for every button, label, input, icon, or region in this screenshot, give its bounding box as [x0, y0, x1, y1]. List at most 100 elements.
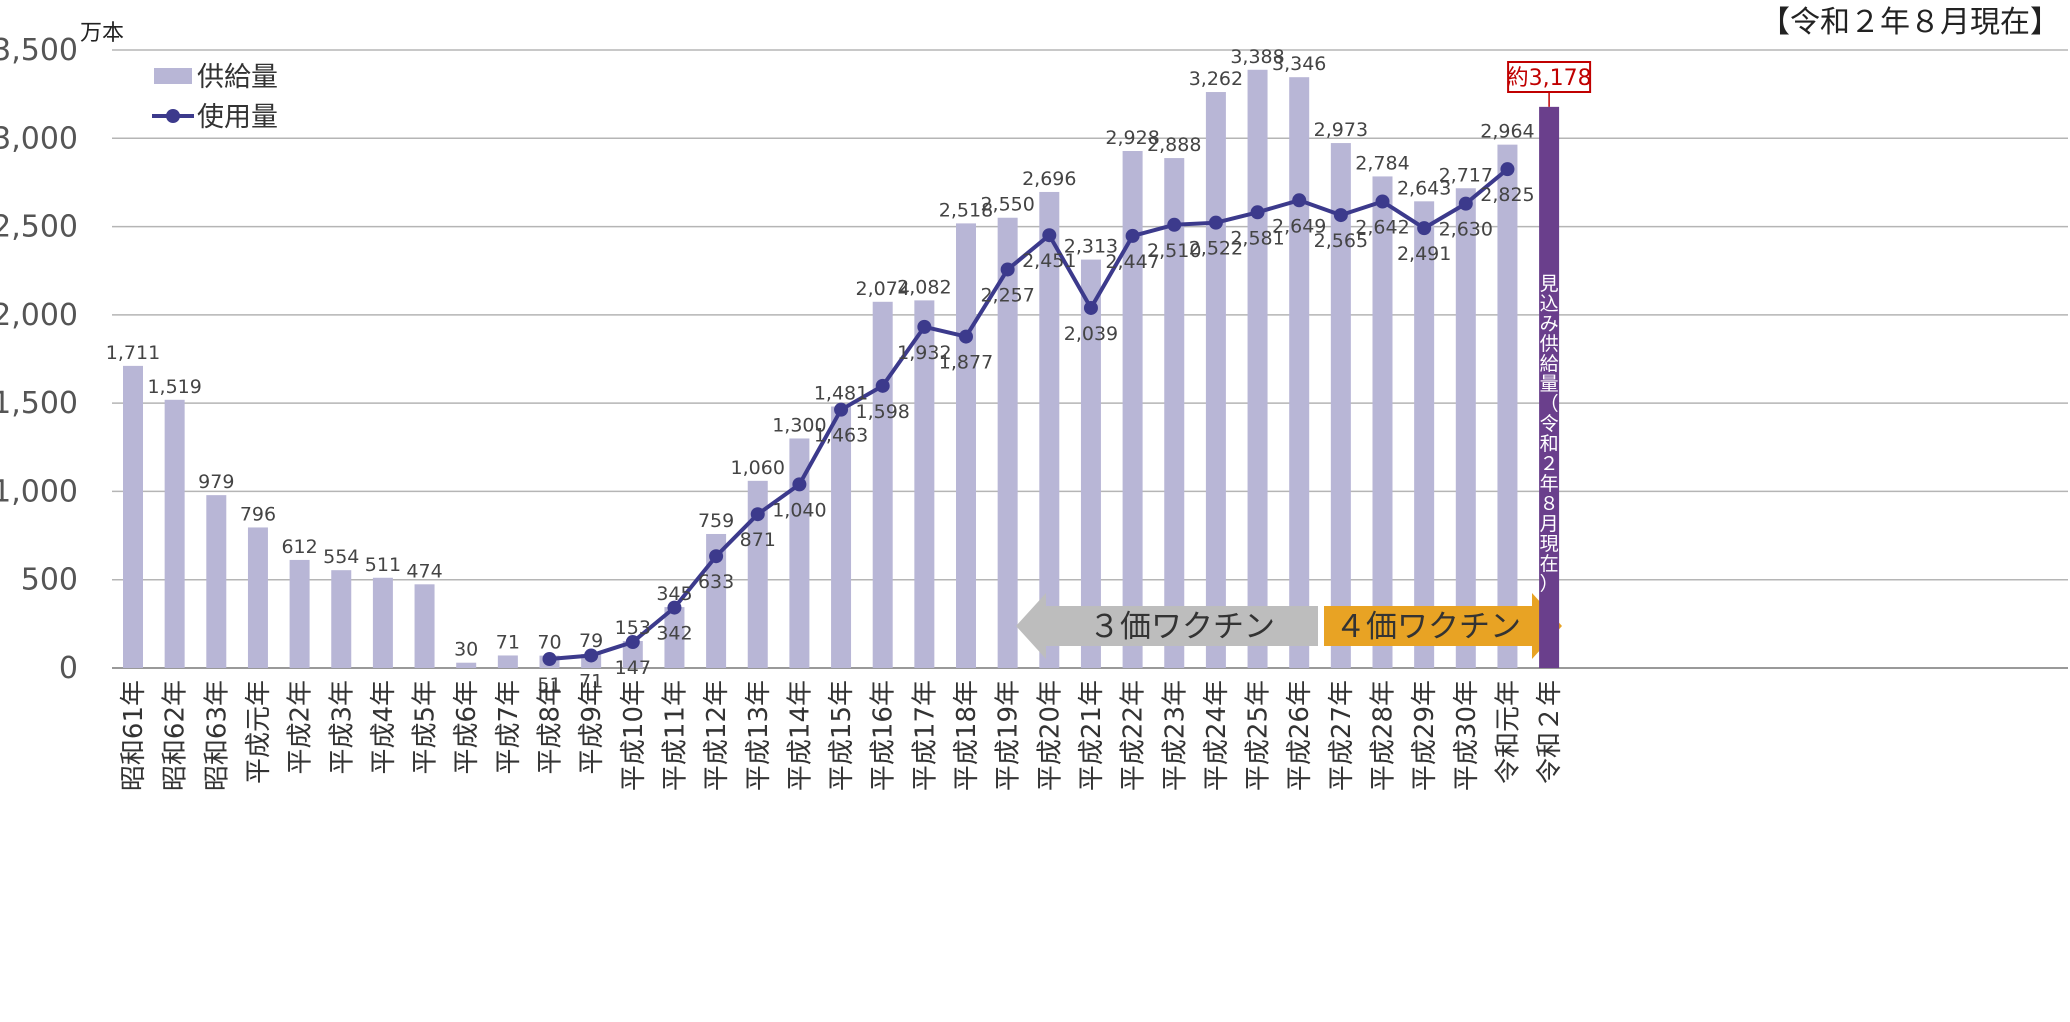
x-tick-label: 平成10年 — [619, 680, 649, 791]
x-tick-label: 平成2年 — [286, 680, 316, 775]
quadrivalent-arrow-label: ４価ワクチン — [1335, 609, 1521, 645]
x-tick-label: 平成23年 — [1160, 680, 1190, 791]
x-tick-label: 平成5年 — [411, 680, 441, 775]
usage-value-label: 1,040 — [772, 499, 826, 521]
usage-value-label: 2,581 — [1230, 227, 1284, 249]
x-tick-label: 平成16年 — [869, 680, 899, 791]
y-axis-unit: 万本 — [80, 21, 124, 46]
legend-usage-label: 使用量 — [197, 102, 278, 133]
x-tick-label: 平成22年 — [1119, 680, 1149, 791]
usage-value-label: 2,630 — [1439, 219, 1493, 241]
supply-bar — [456, 662, 477, 668]
supply-value-label: 1,519 — [147, 376, 201, 398]
usage-marker — [625, 635, 640, 650]
projection-vertical-char: 量 — [1540, 373, 1559, 395]
supply-value-label: 1,060 — [731, 457, 785, 479]
y-tick-label: 0 — [59, 651, 78, 686]
supply-bar — [247, 527, 268, 668]
supply-bar — [164, 399, 185, 668]
supply-bar — [956, 223, 976, 669]
usage-value-label: 633 — [698, 571, 734, 593]
x-tick-label: 平成8年 — [536, 680, 566, 775]
x-tick-label: 平成14年 — [785, 680, 815, 791]
x-tick-label: 平成25年 — [1244, 680, 1274, 791]
x-tick-label: 昭和61年 — [119, 680, 149, 791]
usage-marker — [1000, 262, 1015, 277]
supply-value-label: 2,643 — [1397, 177, 1451, 199]
x-tick-label: 平成21年 — [1077, 680, 1107, 791]
supply-value-label: 796 — [240, 503, 276, 525]
usage-value-label: 2,825 — [1480, 184, 1534, 206]
supply-value-label: 511 — [365, 554, 401, 576]
supply-value-label: 1,711 — [106, 342, 160, 364]
supply-value-label: 79 — [579, 630, 603, 652]
usage-marker — [1375, 194, 1390, 209]
status-date-label: 【令和２年８月現在】 — [1760, 5, 2060, 40]
supply-value-label: 30 — [454, 639, 478, 661]
usage-marker — [1167, 217, 1182, 232]
supply-bar — [789, 438, 810, 668]
x-tick-label: 平成27年 — [1327, 680, 1357, 791]
supply-bar — [914, 300, 935, 668]
projection-vertical-char: 令 — [1540, 413, 1559, 435]
usage-marker — [875, 378, 890, 393]
y-tick-label: 2,500 — [0, 210, 78, 245]
supply-bar — [706, 533, 727, 668]
usage-value-label: 871 — [740, 529, 776, 551]
supply-bar — [1247, 69, 1268, 668]
x-tick-label: 平成18年 — [952, 680, 982, 791]
usage-value-label: 2,649 — [1272, 215, 1326, 237]
x-axis-ticks: 昭和61年 昭和62年 昭和63年 平成元年 平成2年 平成3年 平成4年 平成5年 平成6年平… — [119, 680, 1565, 791]
x-tick-label: 平成28年 — [1369, 680, 1399, 791]
x-tick-label: 平成12年 — [702, 680, 732, 791]
usage-value-label: 1,463 — [814, 425, 868, 447]
supply-bar — [331, 570, 352, 668]
usage-marker — [1333, 208, 1348, 223]
usage-value-label: 2,447 — [1105, 251, 1159, 273]
supply-bar — [1372, 176, 1393, 668]
vaccine-type-arrows: ３価ワクチン ４価ワクチン — [1016, 593, 1562, 659]
usage-line — [549, 167, 1509, 661]
usage-value-label: 2,451 — [1022, 250, 1076, 272]
x-tick-label: 平成6年 — [452, 680, 482, 775]
projection-vertical-char: 現 — [1540, 533, 1559, 555]
usage-marker — [917, 319, 932, 334]
supply-bar — [1205, 92, 1226, 669]
projection-vertical-char: ） — [1540, 573, 1559, 595]
projection-vertical-char: 在 — [1540, 553, 1559, 575]
supply-value-label: 554 — [323, 546, 359, 568]
projection-vertical-char: ８ — [1540, 493, 1559, 515]
usage-value-label: 2,642 — [1355, 216, 1409, 238]
supply-value-label: 2,074 — [855, 278, 909, 300]
usage-value-label: 1,932 — [897, 342, 951, 364]
supply-value-label: 2,784 — [1355, 152, 1409, 174]
projection-vertical-char: 和 — [1540, 433, 1559, 455]
supply-bar — [1080, 259, 1101, 668]
trivalent-arrow-label: ３価ワクチン — [1089, 609, 1275, 645]
x-tick-label: 平成19年 — [994, 680, 1024, 791]
x-tick-label: 平成7年 — [494, 680, 524, 775]
supply-bar — [1414, 201, 1435, 668]
supply-value-label: 71 — [496, 631, 520, 653]
x-tick-label: 令和元年 — [1493, 680, 1523, 784]
usage-marker — [1042, 228, 1057, 243]
projection-vertical-char: ２ — [1540, 453, 1559, 475]
usage-value-label: 2,039 — [1064, 323, 1118, 345]
supply-bar — [123, 365, 143, 668]
x-tick-label: 平成13年 — [744, 680, 774, 791]
supply-value-label: 153 — [615, 617, 651, 639]
x-tick-label: 平成9年 — [577, 680, 607, 775]
usage-value-label: 342 — [656, 623, 692, 645]
usage-marker — [667, 600, 682, 615]
usage-marker — [709, 549, 724, 564]
supply-value-label: 612 — [281, 536, 317, 558]
y-tick-label: 1,500 — [0, 386, 78, 421]
supply-bar — [622, 640, 643, 668]
legend-supply-label: 供給量 — [197, 62, 278, 93]
supply-bar — [831, 406, 852, 668]
supply-value-label: 3,346 — [1272, 53, 1326, 75]
usage-value-label: 1,598 — [855, 401, 909, 423]
x-tick-label: 平成4年 — [369, 680, 399, 775]
